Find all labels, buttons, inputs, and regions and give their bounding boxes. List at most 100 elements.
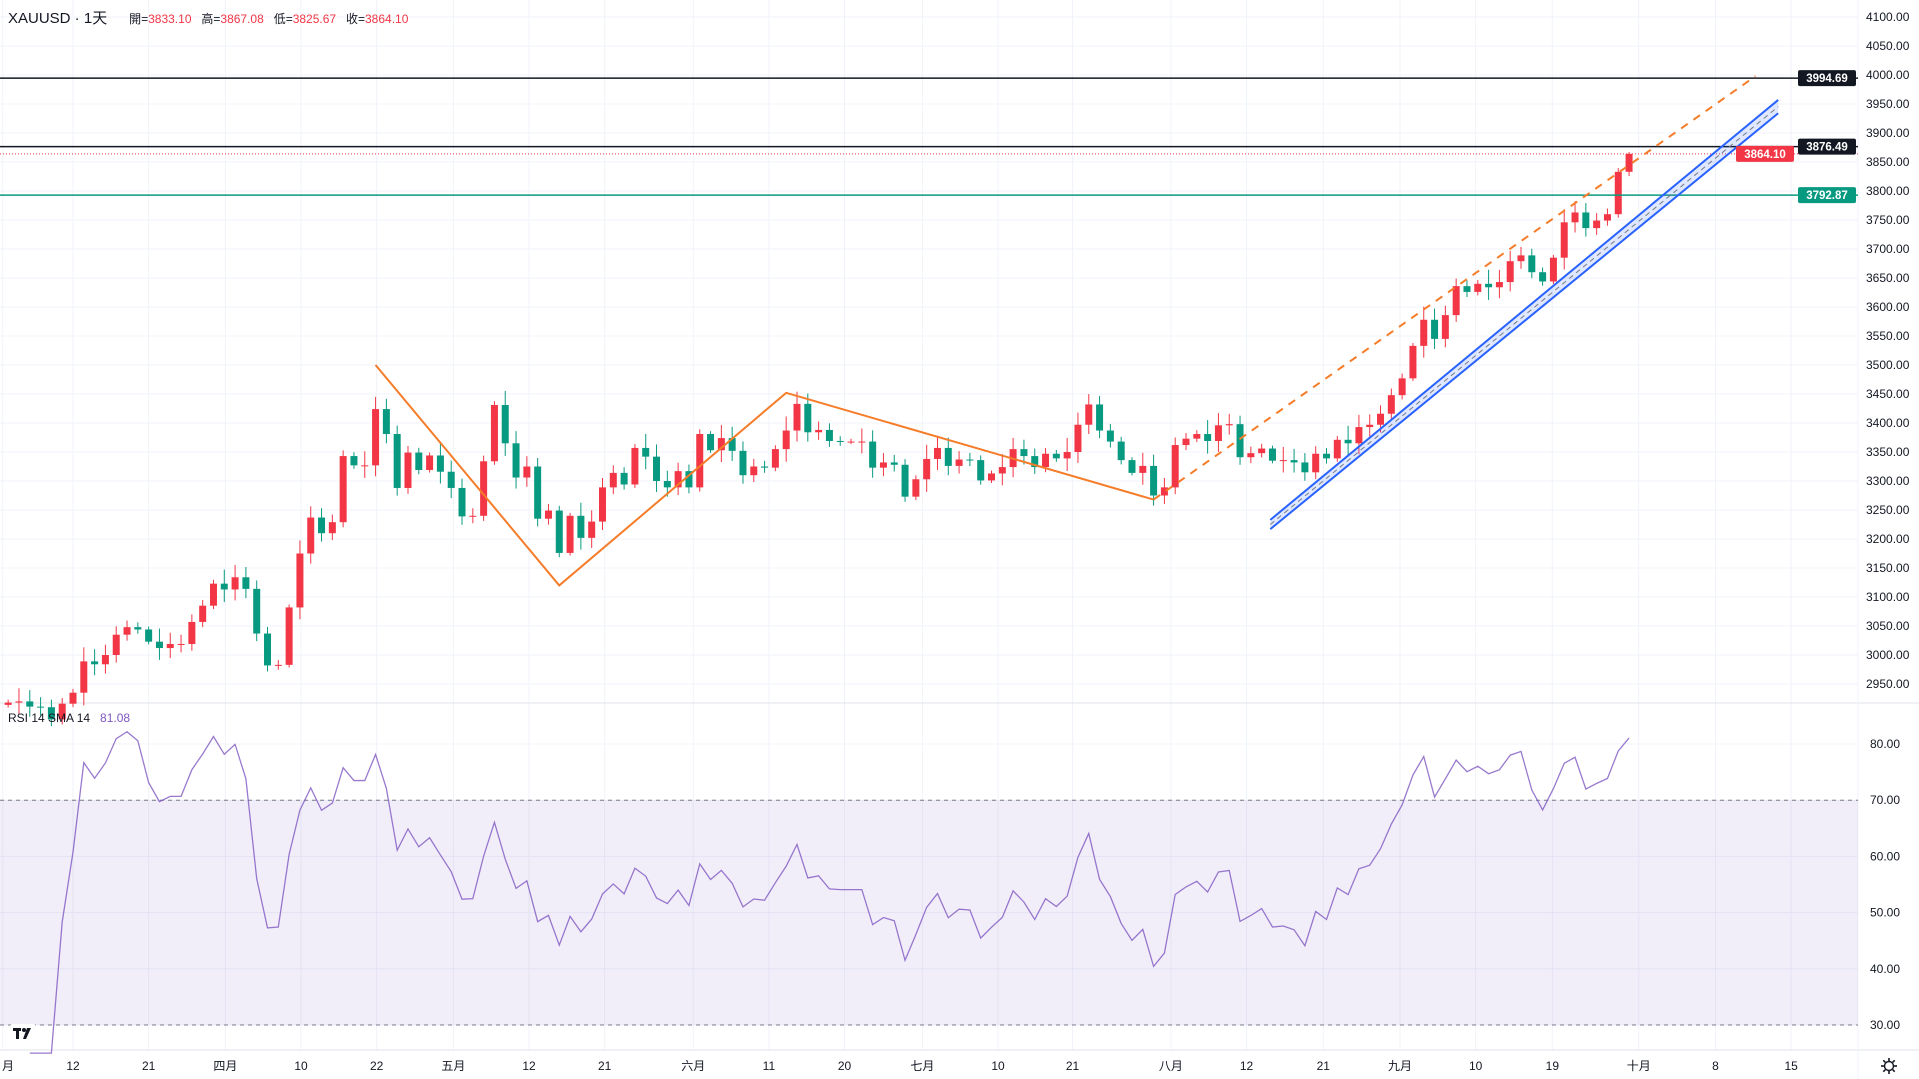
candle [296,540,304,620]
candle [382,398,390,444]
candle-body [80,661,88,693]
tradingview-logo-icon[interactable] [10,1024,36,1042]
candle-body [469,515,477,517]
candle-body [1225,424,1233,426]
candle-body [199,605,207,622]
price-tick-label: 3850.00 [1866,155,1910,169]
price-tag-bg [1736,145,1794,162]
candle [944,437,952,476]
candle-body [490,405,498,462]
candle-body [1117,441,1125,461]
candle [1106,423,1114,448]
candle [1182,432,1190,451]
candle [101,644,109,674]
time-tick-label: 22 [370,1059,384,1073]
candle [1031,448,1039,474]
candle [631,444,639,488]
time-tick-label: 8 [1712,1059,1719,1073]
candle-body [512,443,520,478]
candle-body [847,441,855,443]
candle [998,453,1006,486]
candle-body [1463,286,1471,292]
time-tick-label: 12 [522,1059,536,1073]
candle [1074,412,1082,463]
price-tag-label: 3876.49 [1806,142,1848,154]
candle-body [534,466,542,519]
candle-body [1247,453,1255,458]
candle [750,458,758,482]
candle-body [145,629,153,642]
candle [1020,439,1028,465]
candle-body [1377,413,1385,425]
candle [209,579,217,610]
rsi-band [0,800,1858,1025]
settings-gear-icon[interactable] [1880,1057,1898,1075]
candle [1333,435,1341,462]
time-tick-label: 21 [1066,1059,1080,1073]
candle [815,421,823,440]
candle-body [26,701,34,707]
candle-body [231,577,239,590]
candle-body [815,429,823,433]
rsi-line [29,730,1630,1054]
candle-body [393,434,401,488]
candle [469,508,477,524]
interval: 1天 [83,10,108,27]
candle [220,569,228,603]
candle [1398,373,1406,400]
candle [1506,250,1514,292]
time-tick-label: 月 [2,1059,14,1073]
candle [1614,168,1622,218]
candle [350,452,358,469]
candle-body [609,472,617,488]
rsi-legend[interactable]: RSI 14 SMA 14 81.08 [8,711,130,725]
candle [393,425,401,496]
price-tick-label: 3800.00 [1866,184,1910,198]
candle [1236,415,1244,465]
candle-body [1150,465,1158,496]
candle [188,614,196,651]
time-tick-label: 八月 [1159,1059,1183,1073]
candle-body [588,521,596,538]
candle-body [728,438,736,451]
candle-body [91,661,99,665]
candle-body [404,452,412,488]
price-tag-3876.49: 3876.49 [1798,138,1856,155]
candle [253,580,261,642]
candle [912,475,920,501]
candle [1528,248,1536,279]
candle-body [1312,453,1320,473]
price-tag-label: 3864.10 [1744,149,1786,161]
price-tick-label: 4000.00 [1866,68,1910,82]
candle-body [188,621,196,644]
low-value: 3825.67 [292,12,337,26]
candle [1366,414,1374,437]
candle-body [350,456,358,466]
candle-body [1214,425,1222,441]
candle [858,428,866,454]
price-tick-label: 3250.00 [1866,503,1910,517]
candle [782,416,790,462]
candle [923,444,931,492]
candle [1279,447,1287,473]
candle [37,697,45,716]
symbol-name[interactable]: XAUUSD · 1天 [8,10,108,27]
candle [512,431,520,489]
candle-body [1474,283,1482,292]
candle-body [69,692,77,704]
candle-body [1322,453,1330,459]
rsi-tick-label: 60.00 [1870,849,1900,863]
price-tick-label: 3000.00 [1866,648,1910,662]
candle [771,445,779,472]
candle [1431,308,1439,350]
candle-body [318,517,326,534]
candle [1387,388,1395,420]
high-value: 3867.08 [220,12,264,26]
candle [264,626,272,672]
dashed-trendline [1153,75,1757,501]
time-tick-label: 11 [763,1059,776,1073]
price-tag-3792.87: 3792.87 [1798,187,1856,204]
candle [58,698,66,725]
candle-body [988,473,996,481]
